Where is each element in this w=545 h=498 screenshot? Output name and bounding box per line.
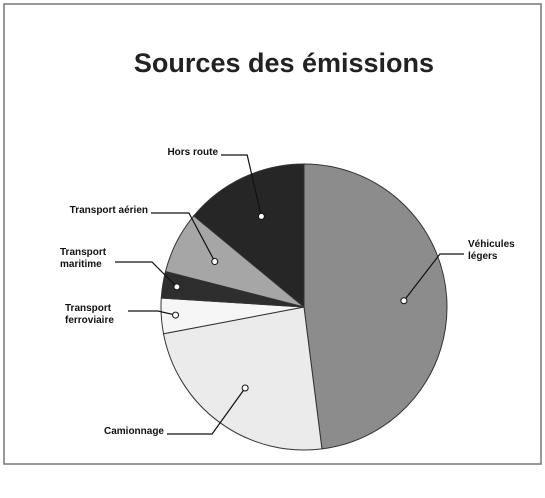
leader-line: [128, 310, 176, 316]
leader-line: [151, 212, 216, 262]
leader-dot: [211, 258, 219, 266]
leader-dot: [257, 212, 265, 220]
leader-dot: [241, 384, 249, 392]
leader-line: [115, 261, 178, 288]
chart-title: Sources des émissions: [134, 48, 434, 78]
slice-label: Camionnage: [104, 426, 164, 437]
slice-label: Transport ferroviaire: [65, 303, 114, 326]
pie-slice: [193, 163, 305, 309]
leader-dot: [172, 311, 180, 319]
leader-line: [167, 387, 246, 435]
leader-dot: [400, 297, 408, 305]
leader-line: [221, 154, 262, 217]
slice-label: Transport aérien: [70, 205, 148, 216]
slice-label: Hors route: [167, 147, 218, 158]
slice-label: Transport maritime: [60, 247, 107, 270]
leader-dot: [173, 283, 181, 291]
leader-line: [403, 253, 464, 302]
pie-slice: [303, 163, 448, 450]
slice-label: Véhicules légers: [468, 239, 515, 262]
